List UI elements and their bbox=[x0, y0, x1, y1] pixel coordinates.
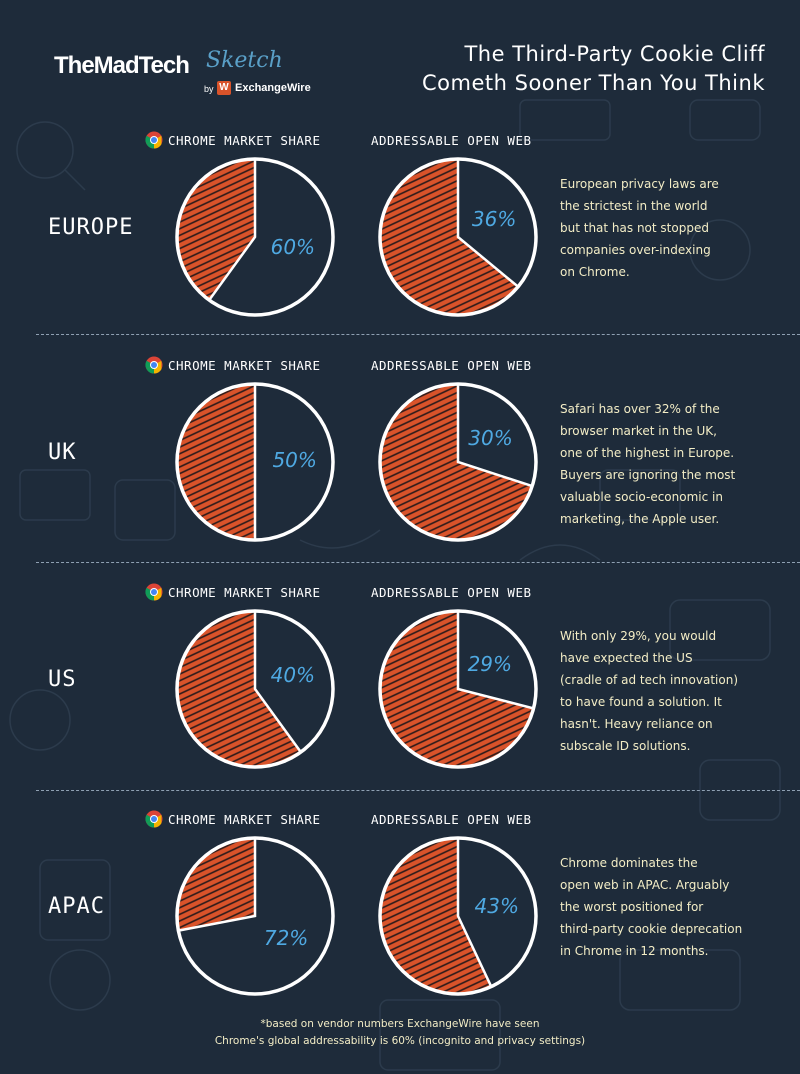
description-line: third-party cookie deprecation bbox=[560, 922, 743, 936]
chrome-column-header: CHROME MARKET SHARE bbox=[168, 358, 321, 373]
description-line: the worst positioned for bbox=[560, 900, 704, 914]
exchangewire-logo-icon: W bbox=[217, 81, 231, 95]
addressable-open-web-chart: 43% bbox=[378, 836, 538, 996]
chrome-icon bbox=[145, 810, 163, 828]
footnote: *based on vendor numbers ExchangeWire ha… bbox=[0, 1016, 800, 1050]
region-description: Safari has over 32% of the browser market… bbox=[560, 398, 780, 530]
chrome-icon bbox=[145, 583, 163, 601]
chrome-pie-outline bbox=[175, 609, 335, 769]
partner-name: ExchangeWire bbox=[235, 82, 311, 94]
description-line: the strictest in the world bbox=[560, 199, 708, 213]
description-line: With only 29%, you would bbox=[560, 629, 717, 643]
region-divider bbox=[36, 790, 800, 791]
open-web-column-header: ADDRESSABLE OPEN WEB bbox=[371, 585, 532, 600]
description-line: marketing, the Apple user. bbox=[560, 512, 720, 526]
page-title: The Third-Party Cookie Cliff Cometh Soon… bbox=[380, 40, 765, 98]
region-divider bbox=[36, 562, 800, 563]
openweb-pie-outline bbox=[378, 609, 538, 769]
chrome-market-share-chart: 72% bbox=[175, 836, 335, 996]
region-uk: CHROME MARKET SHARE ADDRESSABLE OPEN WEB U… bbox=[0, 356, 800, 585]
chrome-percent-label: 72% bbox=[263, 925, 309, 950]
description-line: in Chrome in 12 months. bbox=[560, 944, 709, 958]
description-line: Safari has over 32% of the bbox=[560, 402, 720, 416]
region-name: US bbox=[48, 667, 77, 692]
openweb-pie bbox=[378, 836, 538, 996]
chrome-pie-outline bbox=[175, 157, 335, 317]
description-line: browser market in the UK, bbox=[560, 424, 717, 438]
openweb-percent-label: 43% bbox=[474, 893, 519, 918]
chrome-column-header: CHROME MARKET SHARE bbox=[168, 585, 321, 600]
region-description: European privacy laws are the strictest i… bbox=[560, 173, 780, 283]
chrome-percent-label: 40% bbox=[270, 663, 316, 688]
region-name: UK bbox=[48, 440, 77, 465]
description-line: companies over-indexing bbox=[560, 243, 711, 257]
chrome-pie-outline bbox=[175, 382, 335, 542]
chrome-pie bbox=[175, 836, 335, 996]
openweb-pie-outline bbox=[378, 836, 538, 996]
footnote-line: Chrome's global addressability is 60% (i… bbox=[214, 1035, 586, 1047]
title-line: The Third-Party Cookie Cliff bbox=[464, 42, 765, 66]
region-name: EUROPE bbox=[48, 215, 134, 240]
title-line: Cometh Sooner Than You Think bbox=[422, 71, 765, 95]
description-line: but that has not stopped bbox=[560, 221, 709, 235]
brand-script: Sketch bbox=[206, 48, 283, 73]
region-europe: CHROME MARKET SHARE ADDRESSABLE OPEN WEB E… bbox=[0, 131, 800, 360]
openweb-percent-label: 30% bbox=[468, 425, 513, 450]
openweb-pie bbox=[378, 609, 538, 769]
addressable-open-web-chart: 30% bbox=[378, 382, 538, 542]
footnote-line: *based on vendor numbers ExchangeWire ha… bbox=[260, 1018, 540, 1030]
openweb-pie bbox=[378, 157, 538, 317]
chrome-pie bbox=[175, 157, 335, 317]
description-line: have expected the US bbox=[560, 651, 693, 665]
chrome-market-share-chart: 60% bbox=[175, 157, 335, 317]
region-us: CHROME MARKET SHARE ADDRESSABLE OPEN WEB U… bbox=[0, 583, 800, 812]
open-web-column-header: ADDRESSABLE OPEN WEB bbox=[371, 133, 532, 148]
description-line: valuable socio-economic in bbox=[560, 490, 723, 504]
chrome-percent-label: 50% bbox=[272, 448, 317, 472]
openweb-pie bbox=[378, 382, 538, 542]
openweb-pie-outline bbox=[378, 382, 538, 542]
description-line: hasn't. Heavy reliance on bbox=[560, 717, 713, 731]
chrome-pie-outline bbox=[175, 836, 335, 996]
chrome-market-share-chart: 40% bbox=[175, 609, 335, 769]
open-web-column-header: ADDRESSABLE OPEN WEB bbox=[371, 812, 532, 827]
chrome-icon bbox=[145, 131, 163, 149]
addressable-open-web-chart: 36% bbox=[378, 157, 538, 317]
open-web-column-header: ADDRESSABLE OPEN WEB bbox=[371, 358, 532, 373]
chrome-slice-other bbox=[175, 836, 257, 933]
description-line: one of the highest in Europe. bbox=[560, 446, 735, 460]
chrome-column-header: CHROME MARKET SHARE bbox=[168, 812, 321, 827]
description-line: on Chrome. bbox=[560, 265, 630, 279]
description-line: to have found a solution. It bbox=[560, 695, 722, 709]
brand-logo: TheMadTech Sketch by W ExchangeWire bbox=[54, 48, 311, 112]
chrome-percent-label: 60% bbox=[270, 234, 316, 259]
description-line: Buyers are ignoring the most bbox=[560, 468, 736, 482]
chrome-slice-other bbox=[175, 382, 257, 542]
chrome-column-header: CHROME MARKET SHARE bbox=[168, 133, 321, 148]
description-line: (cradle of ad tech innovation) bbox=[560, 673, 738, 687]
chrome-market-share-chart: 50% bbox=[175, 382, 335, 542]
chrome-pie bbox=[175, 609, 335, 769]
region-divider bbox=[36, 334, 800, 335]
chrome-slice-other bbox=[175, 609, 303, 769]
openweb-pie-outline bbox=[378, 157, 538, 317]
description-line: subscale ID solutions. bbox=[560, 739, 691, 753]
brand-name: TheMadTech bbox=[54, 52, 190, 79]
description-line: open web in APAC. Arguably bbox=[560, 878, 730, 892]
chrome-icon bbox=[145, 356, 163, 374]
region-apac: CHROME MARKET SHARE ADDRESSABLE OPEN WEB A… bbox=[0, 810, 800, 1039]
addressable-open-web-chart: 29% bbox=[378, 609, 538, 769]
description-line: Chrome dominates the bbox=[560, 856, 698, 870]
region-name: APAC bbox=[48, 894, 105, 919]
brand-by: by bbox=[204, 84, 214, 94]
region-description: With only 29%, you would have expected th… bbox=[560, 625, 780, 757]
description-line: European privacy laws are bbox=[560, 177, 719, 191]
openweb-percent-label: 29% bbox=[467, 652, 513, 677]
region-description: Chrome dominates the open web in APAC. Ar… bbox=[560, 852, 780, 962]
openweb-percent-label: 36% bbox=[471, 207, 517, 232]
chrome-pie bbox=[175, 382, 335, 542]
